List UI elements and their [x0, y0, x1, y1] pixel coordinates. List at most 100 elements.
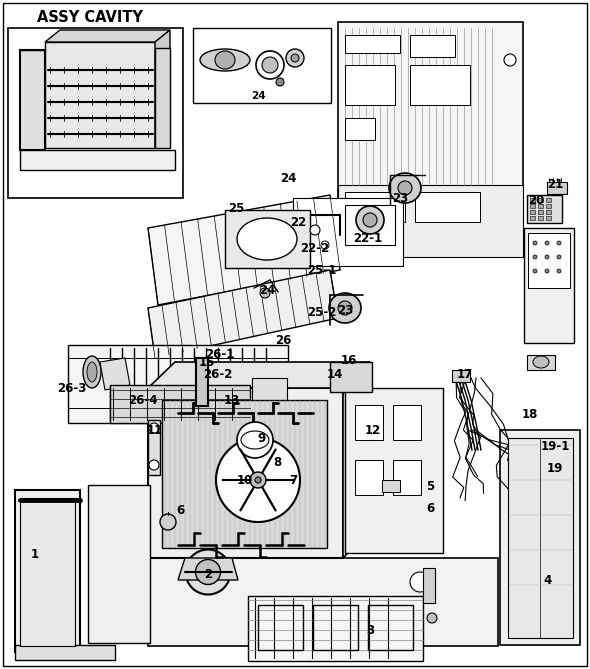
- Circle shape: [533, 255, 537, 259]
- Ellipse shape: [195, 559, 221, 585]
- Bar: [338, 22, 523, 257]
- Text: 1: 1: [31, 549, 39, 561]
- Bar: [524, 228, 574, 343]
- Text: 3: 3: [366, 624, 374, 636]
- Circle shape: [533, 241, 537, 245]
- Circle shape: [237, 422, 273, 458]
- Bar: [410, 65, 470, 105]
- Text: ASSY CAVITY: ASSY CAVITY: [37, 11, 143, 25]
- Bar: [368, 605, 413, 650]
- Bar: [162, 400, 327, 548]
- Text: 24: 24: [259, 284, 275, 296]
- Text: 25-1: 25-1: [307, 264, 337, 276]
- Bar: [193, 28, 331, 103]
- Ellipse shape: [237, 218, 297, 260]
- Bar: [355, 405, 383, 440]
- Bar: [393, 460, 421, 495]
- Text: 22: 22: [290, 215, 306, 229]
- Bar: [546, 210, 551, 214]
- Polygon shape: [343, 362, 370, 558]
- Bar: [293, 198, 403, 266]
- Text: 26-2: 26-2: [204, 369, 232, 381]
- Ellipse shape: [215, 51, 235, 69]
- Text: 10: 10: [237, 474, 253, 486]
- Text: 6: 6: [426, 502, 434, 514]
- Text: 25-2: 25-2: [307, 306, 337, 318]
- Bar: [110, 385, 250, 423]
- Ellipse shape: [200, 49, 250, 71]
- Circle shape: [545, 241, 549, 245]
- Bar: [538, 198, 543, 202]
- Bar: [15, 490, 80, 652]
- Ellipse shape: [398, 181, 412, 195]
- Circle shape: [310, 225, 320, 235]
- Text: 11: 11: [147, 423, 163, 436]
- Circle shape: [149, 460, 159, 470]
- Bar: [148, 558, 498, 646]
- Bar: [345, 205, 395, 245]
- Text: 19: 19: [547, 462, 563, 474]
- Bar: [68, 345, 288, 423]
- Bar: [225, 210, 310, 268]
- Polygon shape: [45, 42, 155, 148]
- Ellipse shape: [363, 213, 377, 227]
- Bar: [530, 210, 535, 214]
- Bar: [345, 35, 400, 53]
- Bar: [313, 605, 358, 650]
- Circle shape: [276, 78, 284, 86]
- Text: 9: 9: [258, 432, 266, 444]
- Ellipse shape: [262, 57, 278, 73]
- Bar: [410, 35, 455, 57]
- Polygon shape: [178, 558, 238, 580]
- Text: 22-1: 22-1: [353, 231, 383, 244]
- Circle shape: [504, 54, 516, 66]
- Text: 8: 8: [273, 456, 281, 468]
- Bar: [88, 485, 150, 643]
- Bar: [530, 216, 535, 220]
- Bar: [546, 198, 551, 202]
- Bar: [258, 605, 303, 650]
- Bar: [330, 362, 372, 392]
- Circle shape: [557, 241, 561, 245]
- Bar: [527, 355, 555, 370]
- Ellipse shape: [329, 293, 361, 323]
- Polygon shape: [100, 358, 130, 390]
- Bar: [528, 233, 570, 288]
- Text: 24: 24: [251, 91, 266, 101]
- Text: 20: 20: [528, 193, 544, 207]
- Bar: [538, 210, 543, 214]
- Ellipse shape: [291, 54, 299, 62]
- Bar: [355, 460, 383, 495]
- Circle shape: [250, 472, 266, 488]
- Bar: [546, 216, 551, 220]
- Ellipse shape: [256, 51, 284, 79]
- Bar: [162, 400, 327, 548]
- Text: 16: 16: [341, 353, 357, 367]
- Bar: [148, 388, 343, 558]
- Bar: [338, 185, 523, 257]
- Text: 24: 24: [280, 171, 296, 185]
- Bar: [345, 192, 405, 222]
- Bar: [382, 480, 400, 492]
- Polygon shape: [148, 362, 370, 388]
- Circle shape: [321, 241, 329, 249]
- Text: 26-4: 26-4: [128, 393, 158, 407]
- Text: 23: 23: [392, 191, 408, 205]
- Ellipse shape: [87, 362, 97, 382]
- Ellipse shape: [338, 301, 352, 315]
- Circle shape: [260, 288, 270, 298]
- Text: 26: 26: [275, 334, 291, 347]
- Text: 12: 12: [365, 423, 381, 436]
- Text: 21: 21: [547, 179, 563, 191]
- Text: 14: 14: [327, 369, 343, 381]
- Ellipse shape: [533, 356, 549, 368]
- Bar: [15, 645, 115, 660]
- Text: 13: 13: [224, 393, 240, 407]
- Text: 23: 23: [337, 304, 353, 316]
- Circle shape: [545, 269, 549, 273]
- Circle shape: [557, 269, 561, 273]
- Circle shape: [149, 423, 159, 433]
- Circle shape: [410, 572, 430, 592]
- Polygon shape: [45, 30, 170, 42]
- Polygon shape: [148, 270, 338, 358]
